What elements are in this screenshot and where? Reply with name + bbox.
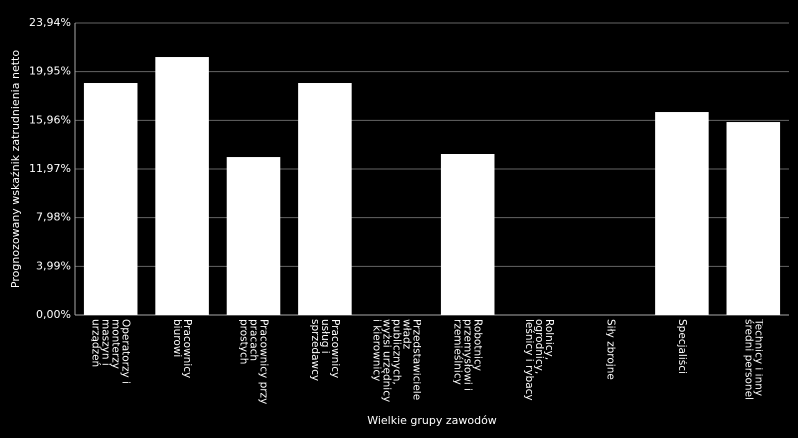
x-tick-label: Specjaliści — [676, 319, 687, 374]
x-tick-label: Pracownicy przy pracach prostych — [238, 319, 269, 405]
bar — [83, 83, 138, 315]
bar — [298, 83, 352, 315]
y-tick-label: 15,96% — [29, 113, 71, 126]
bar — [440, 153, 495, 315]
y-tick-label: 19,95% — [29, 65, 71, 78]
x-tick-label: Robotnicy przemysłowi i rzemieślnicy — [452, 319, 483, 392]
y-tick-label: 7,98% — [36, 211, 71, 224]
x-tick-label: Rolnicy, ogrodnicy, leśnicy i rybacy — [524, 319, 555, 401]
bar — [655, 112, 709, 315]
x-tick-label: Pracownicy usług i sprzedawcy — [309, 319, 340, 382]
y-tick-label: 3,99% — [36, 259, 71, 272]
y-tick-label: 0,00% — [36, 308, 71, 321]
x-tick-label: Operatorzy i monterzy maszyn i urządzeń — [90, 319, 131, 384]
y-tick-label: 11,97% — [29, 162, 71, 175]
x-tick-label: Siły zbrojne — [605, 319, 616, 380]
bar — [226, 157, 281, 315]
y-axis-title: Prognozowany wskaźnik zatrudnienia netto — [9, 50, 22, 288]
x-tick-label: Przedstawiciele władz publicznych, wyżsi… — [371, 319, 422, 403]
bar — [155, 57, 209, 315]
x-axis-title: Wielkie grupy zawodów — [367, 414, 497, 427]
x-tick-label: Technicy i inny średni personel — [743, 319, 764, 400]
bar — [726, 122, 781, 315]
x-tick-label: Pracownicy biurowi — [172, 319, 193, 379]
y-tick-label: 23,94% — [29, 16, 71, 29]
